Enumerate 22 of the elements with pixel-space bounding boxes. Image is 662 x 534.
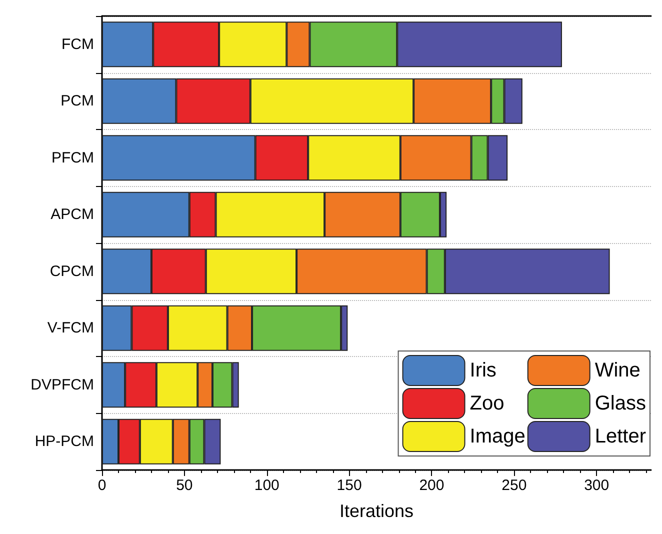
x-tick-label: 0 (98, 477, 106, 494)
y-tick-label: FCM (62, 36, 94, 53)
y-tick-label: V-FCM (47, 320, 94, 337)
y-tick-label: CPCM (50, 262, 94, 280)
y-tick-label: APCM (50, 206, 94, 224)
legend-label: Zoo (470, 392, 504, 414)
x-tick-label: 150 (336, 477, 362, 494)
y-tick-label: HP-PCM (34, 433, 94, 450)
x-tick-label: 100 (254, 477, 280, 494)
y-tick-label: PCM (60, 92, 94, 110)
x-axis-title: Iterations (339, 501, 414, 521)
x-tick-label: 250 (502, 477, 527, 494)
x-tick-label: 50 (176, 477, 193, 494)
legend-label: Wine (594, 360, 640, 382)
x-tick-label: 200 (419, 477, 444, 494)
legend-label: Iris (470, 360, 496, 382)
legend-label: Image (470, 426, 526, 448)
y-tick-label: PFCM (52, 149, 94, 166)
y-tick-label: DVPFCM (30, 376, 94, 394)
legend-label: Glass (594, 392, 646, 414)
x-tick-label: 300 (584, 477, 610, 494)
legend-label: Letter (594, 426, 646, 448)
